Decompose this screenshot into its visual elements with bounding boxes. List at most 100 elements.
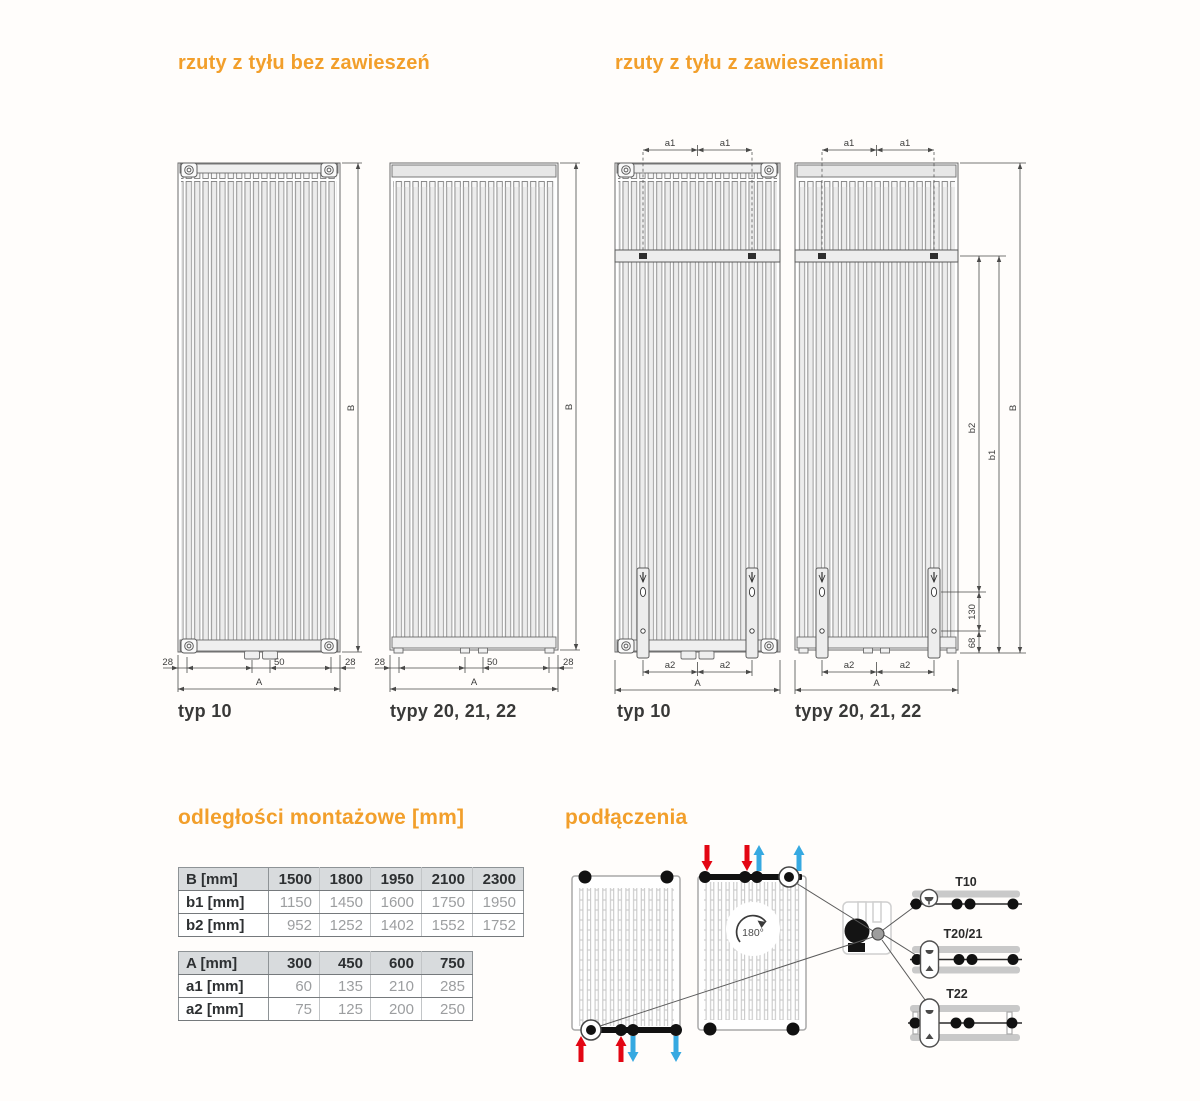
side-view-label: T10 xyxy=(955,875,977,889)
hanger-bracket xyxy=(745,567,759,659)
table-cell: 60 xyxy=(268,974,320,998)
table-cell: a2 [mm] xyxy=(178,997,269,1021)
connection-nub xyxy=(460,647,470,654)
table-cell: 300 xyxy=(268,951,320,975)
hanger-bracket xyxy=(636,567,650,659)
rear-views-drawing: 28 50 28 A B typ 10 xyxy=(162,138,1026,721)
table-cell: 450 xyxy=(319,951,371,975)
return-arrow-icon xyxy=(627,1036,639,1062)
drawing-label: typy 20, 21, 22 xyxy=(795,701,922,721)
valve-icon xyxy=(919,888,939,908)
connections-drawing: 180° T10 xyxy=(571,845,1022,1062)
supply-arrow-icon xyxy=(615,1036,627,1062)
junction-node xyxy=(871,927,885,941)
table-cell: 1252 xyxy=(319,913,371,937)
a1-dimension: a1 a1 xyxy=(642,138,753,250)
table-cell: 2100 xyxy=(421,867,473,891)
supply-arrow-icon xyxy=(701,845,713,871)
table-cell: 1450 xyxy=(319,890,371,914)
corner-grommet xyxy=(320,162,338,178)
return-arrow-icon xyxy=(793,845,805,871)
connection-nub xyxy=(698,650,715,660)
bottom-edge xyxy=(796,636,957,649)
drawing-label: typy 20, 21, 22 xyxy=(390,701,517,721)
foot-nub xyxy=(946,647,957,654)
side-view-label: T22 xyxy=(946,987,968,1001)
foot-nub xyxy=(393,647,404,654)
svg-text:A: A xyxy=(471,677,478,688)
rotation-180-icon: 180° xyxy=(726,902,780,956)
svg-text:a1: a1 xyxy=(720,138,731,149)
table-cell: 1750 xyxy=(421,890,473,914)
radiator-typ20-rear: 28 50 28 A B typy 20, 21, 22 xyxy=(374,162,580,721)
top-header-pipe xyxy=(179,163,339,174)
table-cell: 1800 xyxy=(319,867,371,891)
foot-nub xyxy=(544,647,555,654)
section-title-mounting-distances: odległości montażowe [mm] xyxy=(178,806,465,829)
mounting-table-B: B [mm] 1500 1800 1950 2100 2300 b1 [mm] … xyxy=(178,867,524,937)
leader-lines xyxy=(599,882,929,1027)
svg-text:a1: a1 xyxy=(844,138,855,149)
drawing-label: typ 10 xyxy=(617,701,671,721)
rail-attachment xyxy=(818,253,826,259)
a1-dimension: a1 a1 xyxy=(821,138,935,250)
table-row: a2 [mm] 75 125 200 250 xyxy=(178,997,473,1021)
height-dimension: B xyxy=(342,162,362,653)
table-cell: 75 xyxy=(268,997,320,1021)
svg-text:A: A xyxy=(256,677,263,688)
radiator-typ10-rear-hangers: a1 a1 a2 a2 A typ 10 xyxy=(614,138,781,721)
table-cell: 1150 xyxy=(268,890,320,914)
corner-grommet xyxy=(760,638,778,654)
table-cell: 210 xyxy=(370,974,422,998)
drawing-label: typ 10 xyxy=(178,701,232,721)
bottom-dimensions: a2 a2 A xyxy=(614,660,781,694)
bottom-edge xyxy=(391,636,557,649)
table-cell: 135 xyxy=(319,974,371,998)
corner-grommet xyxy=(617,162,635,178)
top-cover xyxy=(391,164,557,178)
mounting-rail xyxy=(614,249,781,263)
svg-text:130: 130 xyxy=(967,604,978,620)
rail-attachment xyxy=(930,253,938,259)
rail-attachment xyxy=(748,253,756,259)
svg-text:28: 28 xyxy=(563,657,574,668)
table-cell: 1552 xyxy=(421,913,473,937)
radiator-typ20-rear-hangers: a1 a1 a2 a2 A xyxy=(794,138,1026,721)
table-cell: 285 xyxy=(421,974,473,998)
table-cell: 1950 xyxy=(472,890,524,914)
section-title-connections: podłączenia xyxy=(565,806,688,829)
section-title-rear-no-hangers: rzuty z tyłu bez zawieszeń xyxy=(178,52,430,74)
table-cell: 1752 xyxy=(472,913,524,937)
svg-text:28: 28 xyxy=(374,657,385,668)
corner-grommet xyxy=(180,162,198,178)
table-cell: 2300 xyxy=(472,867,524,891)
height-dimension: B xyxy=(560,162,580,651)
svg-text:50: 50 xyxy=(487,657,498,668)
svg-text:B: B xyxy=(1008,405,1019,411)
radiator-fins xyxy=(393,187,555,637)
table-cell: 250 xyxy=(421,997,473,1021)
table-cell: b2 [mm] xyxy=(178,913,269,937)
table-cell: 1950 xyxy=(370,867,422,891)
svg-text:a1: a1 xyxy=(665,138,676,149)
corner-grommet xyxy=(320,638,338,654)
table-row: b2 [mm] 952 1252 1402 1552 1752 xyxy=(178,913,524,937)
radiator-bottom-connection xyxy=(571,870,682,1062)
table-cell: 125 xyxy=(319,997,371,1021)
bottom-header-pipe xyxy=(179,639,339,652)
svg-text:a2: a2 xyxy=(900,660,911,671)
corner-grommet xyxy=(760,162,778,178)
svg-text:28: 28 xyxy=(162,657,173,668)
radiator-fins xyxy=(578,888,674,1026)
svg-text:a2: a2 xyxy=(720,660,731,671)
svg-text:28: 28 xyxy=(345,657,356,668)
radiator-top-connection: 180° xyxy=(697,845,807,1036)
table-row: A [mm] 300 450 600 750 xyxy=(178,951,473,975)
return-arrow-icon xyxy=(753,845,765,871)
svg-text:a1: a1 xyxy=(900,138,911,149)
mounting-table-A: A [mm] 300 450 600 750 a1 [mm] 60 135 21… xyxy=(178,951,473,1021)
svg-text:a2: a2 xyxy=(665,660,676,671)
section-title-rear-with-hangers: rzuty z tyłu z zawieszeniami xyxy=(615,52,885,74)
bottom-dimensions: a2 a2 A xyxy=(794,660,959,694)
svg-text:a2: a2 xyxy=(844,660,855,671)
